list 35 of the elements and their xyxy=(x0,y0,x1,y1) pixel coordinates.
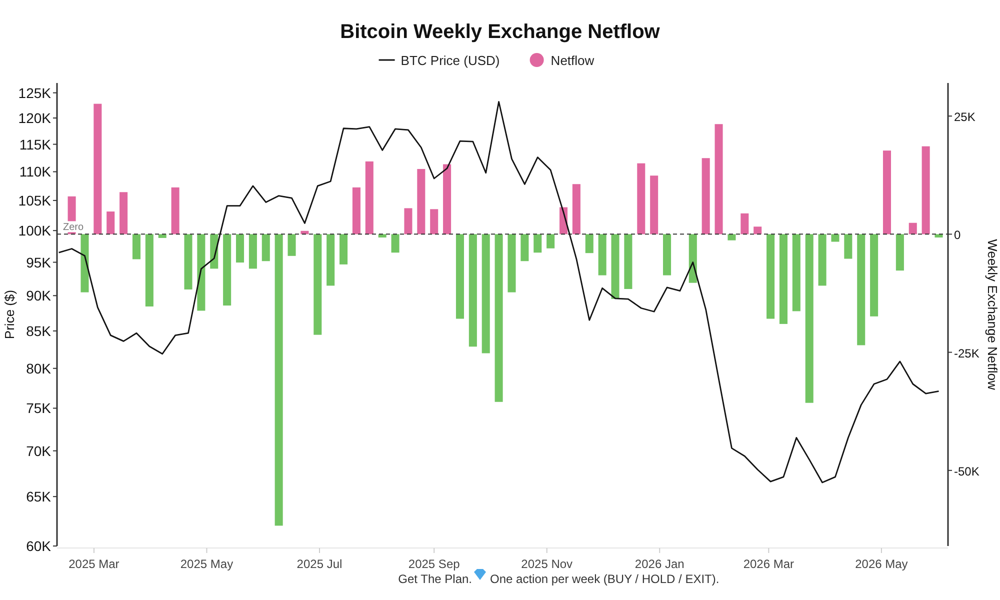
x-tick-label: 2026 May xyxy=(855,557,908,571)
line-series xyxy=(58,101,940,484)
y-tick-label: 110K xyxy=(19,164,52,180)
y2-tick-label: -25K xyxy=(954,346,980,360)
y-tick-label: 90K xyxy=(26,288,52,304)
y-tick-label: 85K xyxy=(26,322,52,339)
y-tick-label: 75K xyxy=(26,400,52,416)
y2-tick-label: 0 xyxy=(954,228,961,242)
x-tick-label: 2026 Mar xyxy=(743,557,794,571)
x-tick-label: 2025 Sep xyxy=(408,557,460,571)
y-tick-label: 80K xyxy=(26,360,52,376)
x-tick-label: 2025 Mar xyxy=(68,557,120,571)
x-tick-label: 2025 May xyxy=(180,557,234,571)
y-axis-title: Price ($) xyxy=(2,290,17,340)
text: One action per week (BUY / HOLD / EXIT). xyxy=(490,572,720,586)
y-tick-label: 60K xyxy=(26,538,52,554)
legend-label: Netflow xyxy=(550,53,595,68)
y2-tick-label: -50K xyxy=(954,464,980,478)
y-tick-label: 95K xyxy=(26,254,52,270)
y-tick-label: 115K xyxy=(19,136,52,152)
x-tick-label: 2025 Nov xyxy=(521,557,573,571)
y2-tick-label: 25K xyxy=(954,110,976,124)
y-tick-label: 125K xyxy=(18,84,52,101)
legend-label: BTC Price (USD) xyxy=(400,53,500,68)
y2-axis-title: Weekly Exchange Netflow xyxy=(985,239,1000,390)
y-tick-label: 65K xyxy=(26,488,52,505)
ref-line-label: Zero xyxy=(63,222,84,234)
x-tick-label: 2025 Jul xyxy=(296,557,342,571)
text: Get The Plan. xyxy=(398,572,472,586)
y-tick-label: 105K xyxy=(18,192,52,208)
chart-title: Bitcoin Weekly Exchange Netflow xyxy=(340,21,660,43)
y-tick-label: 100K xyxy=(18,222,52,239)
y-tick-label: 120K xyxy=(18,110,52,126)
y-tick-label: 70K xyxy=(26,442,52,459)
x-tick-label: 2026 Jan xyxy=(634,557,684,571)
